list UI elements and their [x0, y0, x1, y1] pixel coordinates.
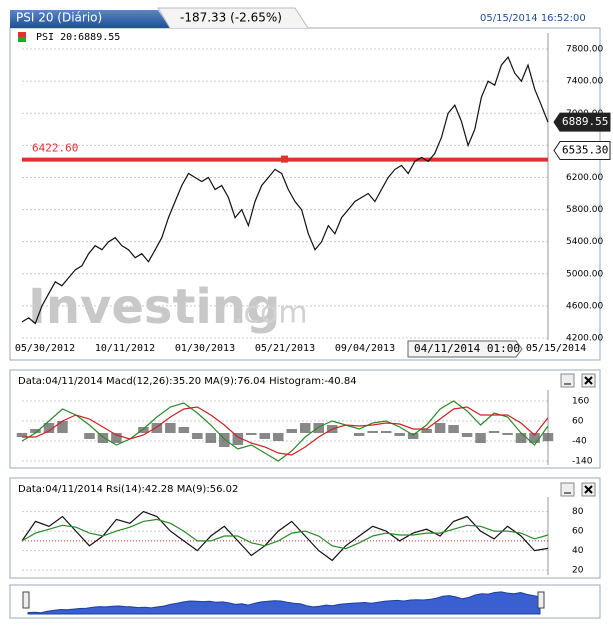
histogram-bar: [151, 423, 163, 433]
histogram-bar: [502, 433, 513, 435]
histogram-bar: [421, 429, 432, 433]
y-tick-label: 160: [572, 397, 589, 407]
histogram-bar: [219, 433, 230, 447]
histogram-bar: [380, 431, 392, 433]
histogram-bar: [84, 433, 95, 439]
series-line: [22, 406, 549, 456]
x-tick-label: 09/04/2013: [335, 343, 395, 354]
chart-title: PSI 20 (Diário): [16, 11, 102, 25]
x-tick-label: 01/30/2013: [175, 343, 235, 354]
change: -187.33 (-2.65%): [180, 11, 282, 25]
histogram-bar: [515, 433, 527, 443]
crosshair-label: 04/11/2014 01:00: [414, 342, 520, 355]
histogram-bar: [30, 429, 41, 433]
histogram-bar: [138, 427, 149, 433]
histogram-bar: [286, 429, 298, 433]
y-tick-label: 60: [572, 527, 584, 537]
x-tick-label: 05/15/2014: [526, 343, 586, 354]
histogram-bar: [232, 433, 244, 445]
histogram-bar: [16, 433, 28, 437]
histogram-bar: [475, 433, 486, 443]
main-panel: [9, 27, 601, 361]
timestamp: 05/15/2014 16:52:00: [480, 13, 586, 24]
histogram-bar: [178, 427, 190, 433]
panel-title: PSI 20:6889.55: [36, 32, 120, 43]
histogram-bar: [272, 433, 284, 441]
y-tick-label: 40: [572, 546, 584, 556]
icon: [584, 485, 593, 494]
histogram-bar: [97, 433, 109, 443]
rsi-panel: [9, 477, 601, 579]
histogram-bar: [313, 423, 324, 433]
icon: [584, 376, 593, 385]
histogram-bar: [259, 433, 271, 439]
legend-icon: [18, 37, 26, 42]
level-label: 6422.60: [32, 142, 78, 155]
y-tick-label: 20: [572, 566, 584, 576]
histogram-bar: [57, 421, 68, 433]
navigator-handle[interactable]: [537, 591, 545, 609]
y-tick-label: 60: [572, 417, 584, 427]
level-handle: [281, 155, 288, 163]
histogram-bar: [43, 423, 55, 433]
x-tick-label: 05/21/2013: [255, 343, 315, 354]
navigator-area: [27, 591, 541, 615]
panel-buttons: [560, 373, 596, 497]
y-tick-label: 7400.00: [566, 77, 603, 87]
y-tick-label: 4600.00: [566, 301, 603, 311]
y-tick-label: 5400.00: [566, 237, 603, 247]
panel-title: Data:04/11/2014 Macd(12,26):35.20 MA(9):…: [18, 376, 357, 387]
y-tick-label: 5800.00: [566, 205, 603, 215]
minimize-button[interactable]: [560, 373, 575, 388]
price-tag: [553, 112, 611, 132]
watermark-suffix: .com: [234, 296, 308, 331]
minimize-button[interactable]: [560, 482, 575, 497]
y-tick-label: 80: [572, 507, 584, 517]
y-tick-label: -140: [572, 457, 593, 467]
histogram-bar: [353, 433, 365, 436]
histogram-bar: [246, 433, 257, 435]
price-tag-label: 6889.55: [562, 115, 608, 128]
histogram-bar: [299, 423, 311, 433]
histogram-bar: [407, 433, 419, 439]
panel-title: Data:04/11/2014 Rsi(14):42.28 MA(9):56.0…: [18, 484, 238, 495]
navigator-handle[interactable]: [22, 591, 30, 609]
price-tag-label: 6535.30: [562, 144, 608, 157]
macd-panel: [9, 369, 601, 469]
histogram-bar: [461, 433, 473, 437]
histogram-bar: [448, 425, 459, 433]
y-tick-label: 6200.00: [566, 173, 603, 183]
histogram-bar: [434, 423, 446, 433]
x-tick-label: 10/11/2012: [95, 343, 155, 354]
histogram-bar: [529, 433, 540, 443]
y-tick-label: 7800.00: [566, 45, 603, 55]
crosshair-box: [407, 340, 523, 358]
histogram-bar: [488, 431, 500, 433]
price-tag: [553, 141, 611, 161]
y-tick-label: 4200.00: [566, 333, 603, 343]
histogram-bar: [111, 433, 122, 443]
series-line: [21, 510, 549, 562]
series-line: [21, 55, 549, 325]
series-line: [21, 400, 549, 462]
histogram-bar: [165, 423, 176, 433]
watermark: Investing: [28, 279, 280, 335]
y-tick-label: -40: [572, 437, 587, 447]
title-tab: [10, 10, 170, 28]
histogram-bar: [205, 433, 217, 443]
histogram-bar: [367, 431, 378, 433]
histogram-bar: [394, 433, 405, 436]
change-tab: [157, 7, 309, 29]
histogram-bar: [542, 433, 554, 442]
series-line: [21, 518, 549, 550]
x-tick-label: 05/30/2012: [15, 343, 75, 354]
y-tick-label: 5000.00: [566, 269, 603, 279]
histogram-bar: [192, 433, 203, 439]
